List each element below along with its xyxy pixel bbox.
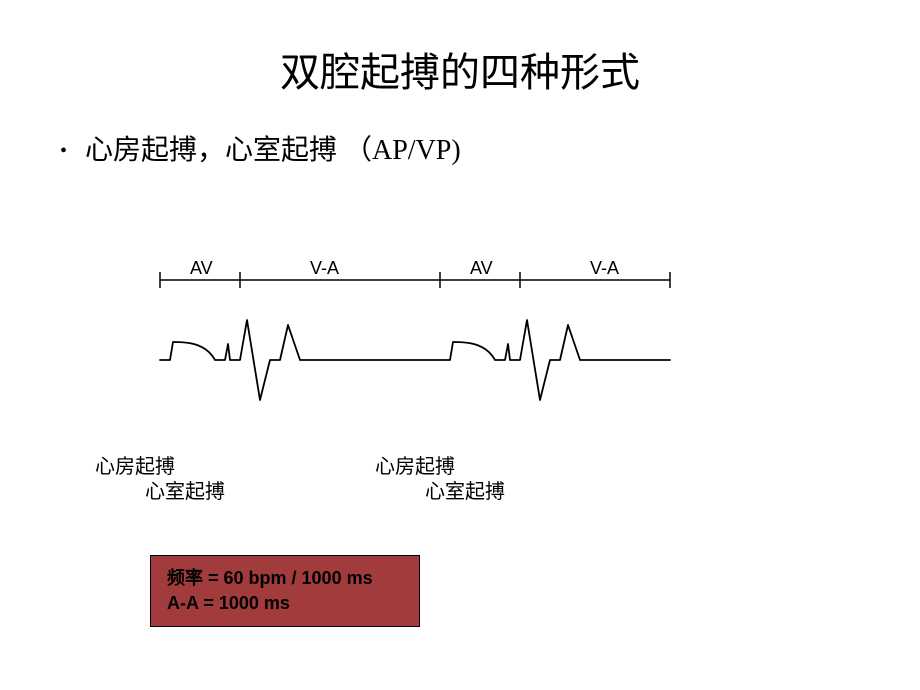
interval-label: V-A	[310, 260, 339, 278]
pacing-label: 心室起搏	[425, 475, 505, 504]
slide-title: 双腔起搏的四种形式	[0, 0, 920, 98]
rate-line-1: 频率 = 60 bpm / 1000 ms	[167, 566, 403, 591]
bullet-dot: •	[60, 140, 67, 163]
interval-label: AV	[470, 260, 493, 278]
bullet-text: 心房起搏，心室起搏 （AP/VP)	[85, 128, 461, 168]
pacing-label: 心室起搏	[145, 475, 225, 504]
interval-label: V-A	[590, 260, 619, 278]
timing-diagram: AVV-AAVV-A 心房起搏心室起搏心房起搏心室起搏	[150, 260, 710, 430]
rate-info-box: 频率 = 60 bpm / 1000 ms A-A = 1000 ms	[150, 555, 420, 627]
rate-line-2: A-A = 1000 ms	[167, 591, 403, 616]
interval-label: AV	[190, 260, 213, 278]
bullet-item: • 心房起搏，心室起搏 （AP/VP)	[0, 98, 920, 168]
diagram-svg: AV V-A AV V-A	[150, 260, 710, 430]
